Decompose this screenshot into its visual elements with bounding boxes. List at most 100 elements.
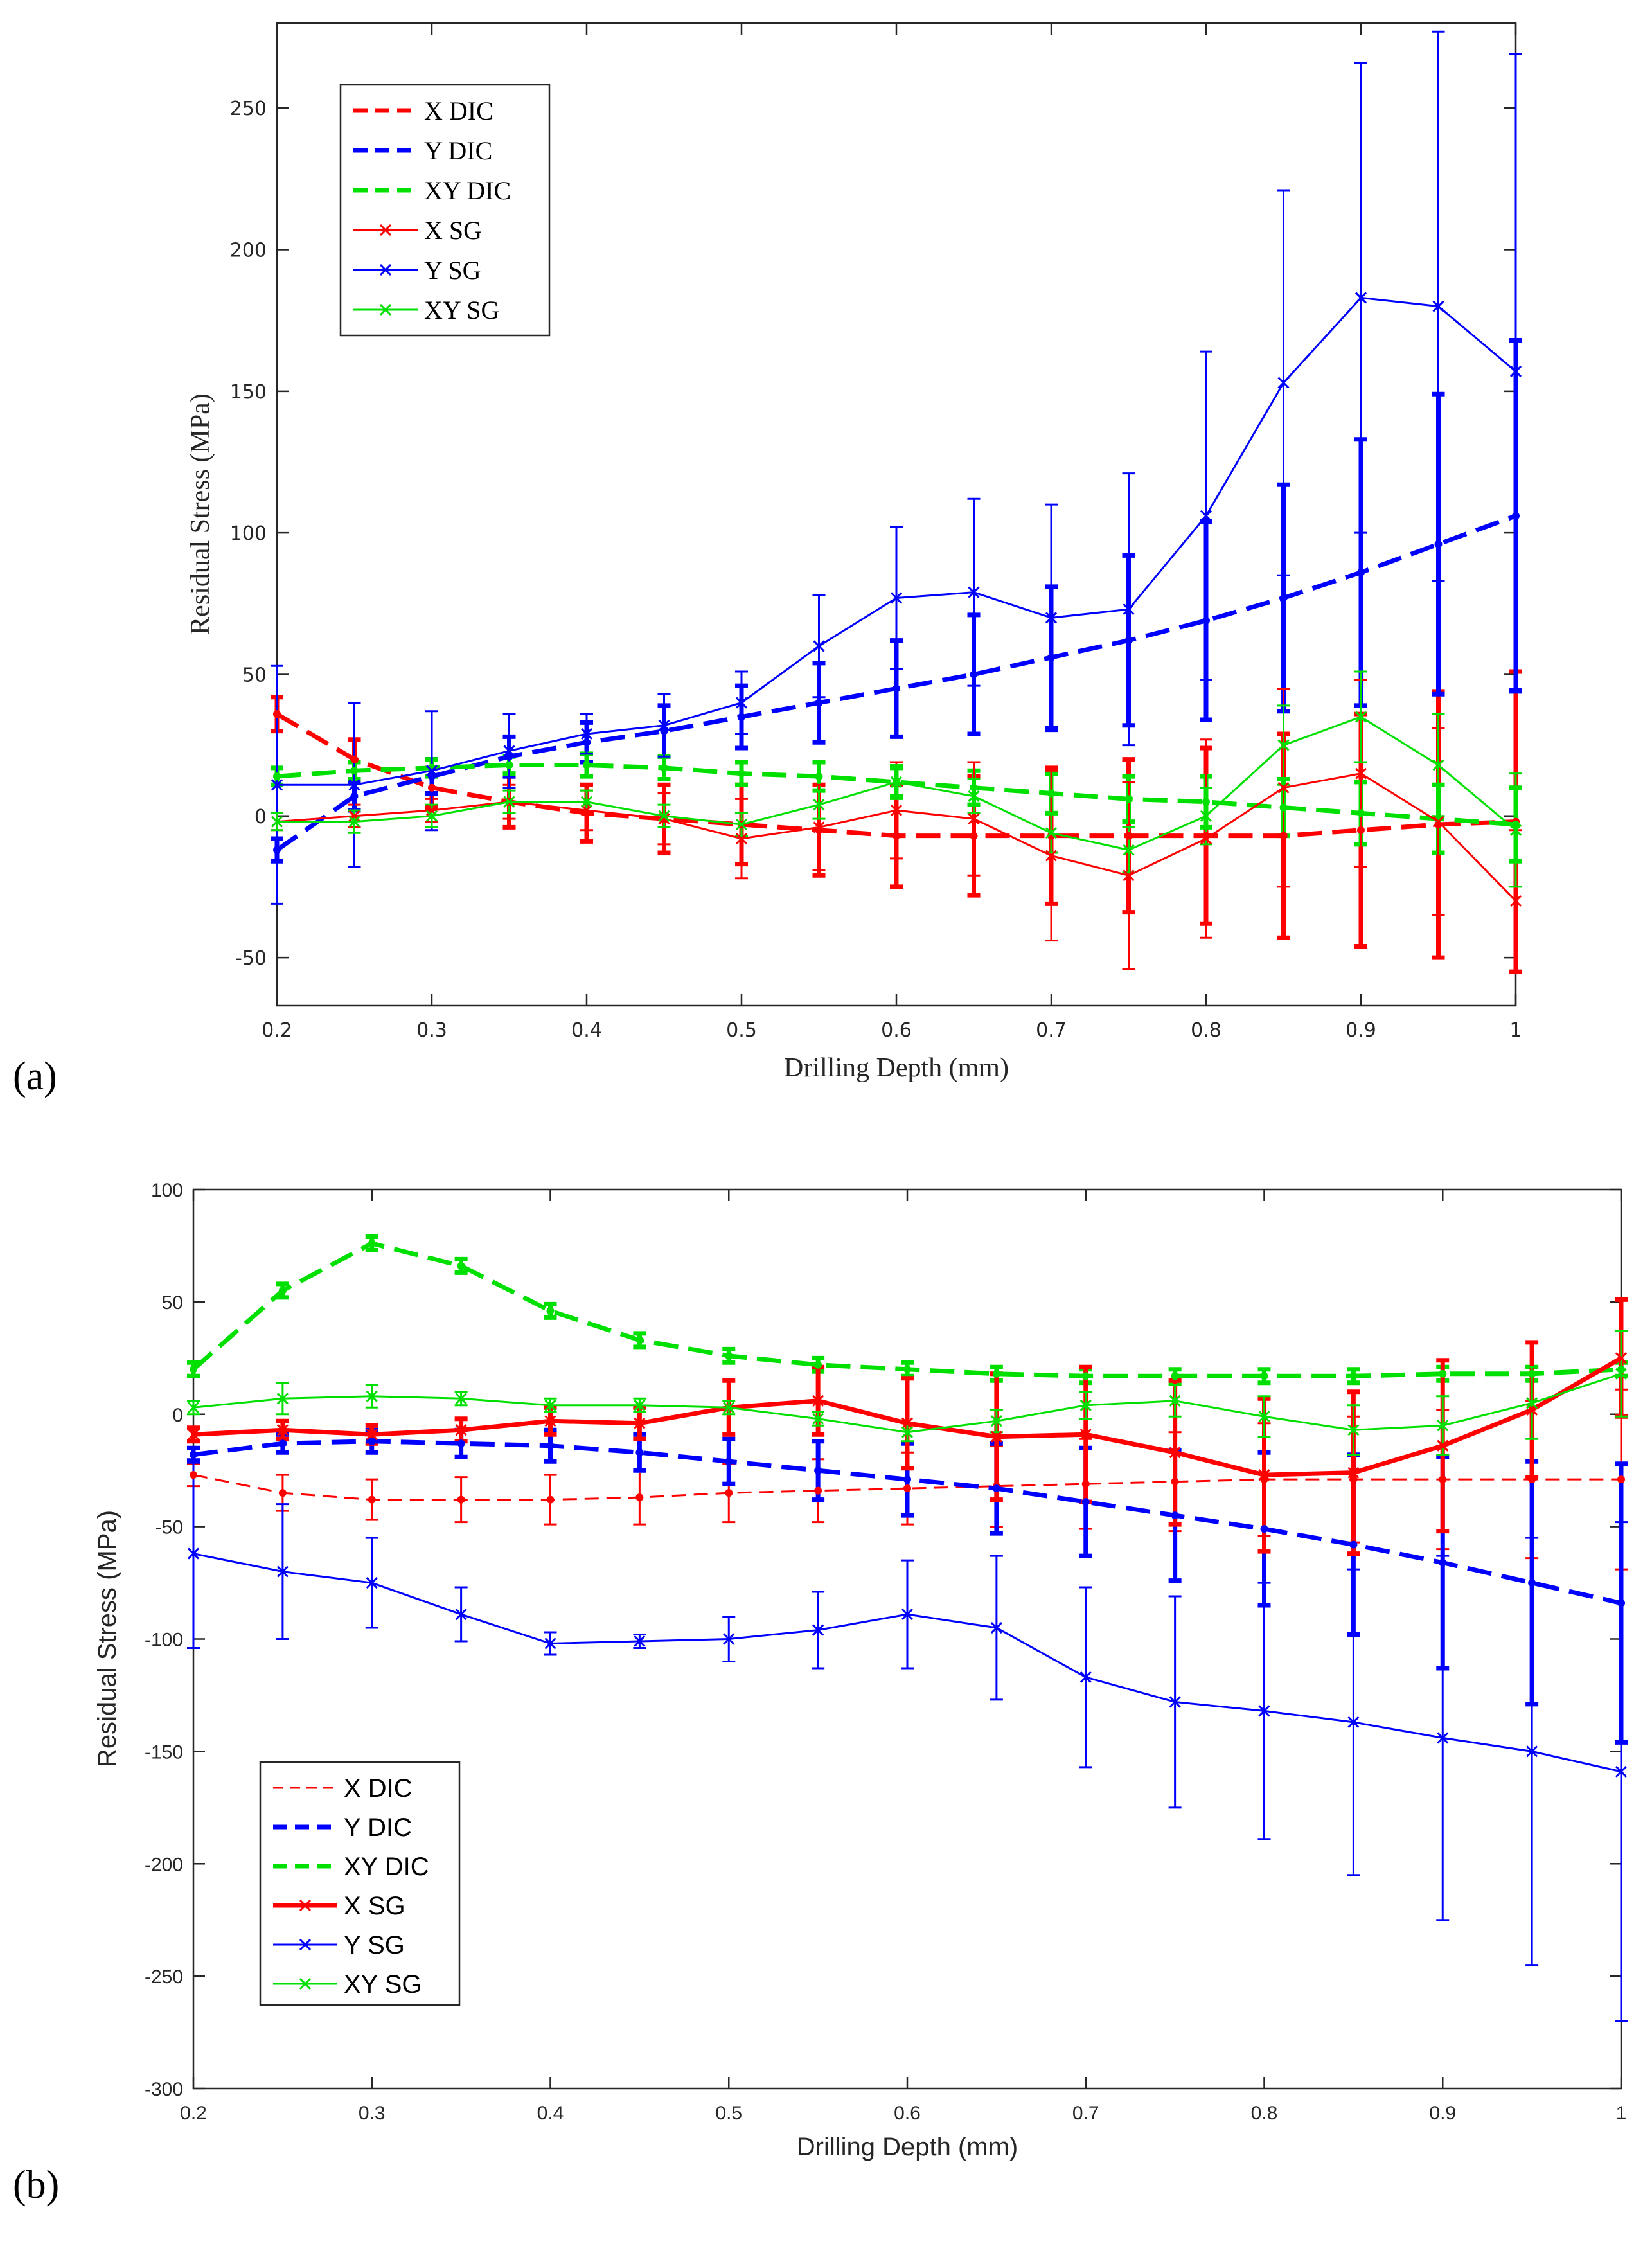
y-tick-label: 0: [172, 1405, 183, 1426]
data-point-x-marker: [276, 1565, 289, 1578]
y-tick-label: -150: [145, 1742, 183, 1763]
data-point-x-marker: [812, 1413, 824, 1425]
x-tick-label: 0.2: [262, 1019, 292, 1042]
markers-y-sg: [187, 1547, 1628, 1778]
data-point-dot: [1512, 820, 1520, 828]
legend-label: X SG: [424, 216, 482, 245]
y-tick-label: 100: [151, 1180, 183, 1201]
data-point-dot: [368, 1437, 376, 1445]
x-tick-label: 0.5: [715, 2103, 742, 2124]
data-point-dot: [1047, 789, 1055, 798]
panel-label-b: (b): [13, 2163, 59, 2207]
data-point-dot: [1512, 512, 1520, 520]
markers-y-sg: [271, 292, 1522, 791]
data-point-x-marker: [1437, 1420, 1449, 1432]
data-point-x-marker: [634, 1417, 646, 1429]
data-point-x-marker: [1045, 827, 1058, 839]
data-point-dot: [350, 792, 359, 800]
x-axis-label-a: Drilling Depth (mm): [784, 1053, 1009, 1083]
data-point-x-marker: [366, 1576, 378, 1589]
data-point-dot: [368, 1495, 376, 1504]
y-tick-label: 200: [230, 240, 267, 262]
data-point-x-marker: [348, 816, 360, 828]
data-point-x-marker: [544, 1415, 556, 1427]
data-point-dot: [1260, 1525, 1268, 1533]
data-point-x-marker: [503, 796, 515, 808]
data-point-x-marker: [890, 804, 903, 817]
data-point-dot: [428, 783, 436, 792]
data-point-dot: [814, 1360, 822, 1369]
x-axis-label-b: Drilling Depth (mm): [797, 2133, 1018, 2161]
data-point-x-marker: [276, 1393, 289, 1405]
y-tick-label: 50: [242, 664, 267, 686]
axis-ticks-b: 0.2 0.3 0.4 0.5 0.6 0.7 0.8 0.9 1 -300 -250 -200 -15…: [145, 1180, 1626, 2124]
data-point-x-marker: [1509, 365, 1522, 378]
legend-label: XY SG: [344, 1970, 422, 1999]
data-point-dot: [350, 755, 359, 763]
data-point-x-marker: [1615, 1368, 1628, 1380]
data-point-x-marker: [580, 804, 593, 817]
data-point-x-marker: [580, 727, 593, 740]
y-tick-label: 0: [254, 806, 267, 828]
data-point-dot: [1124, 832, 1133, 840]
data-point-dot: [1202, 616, 1210, 625]
data-point-x-marker: [813, 640, 825, 652]
markers-xy-dic: [273, 761, 1520, 828]
data-point-dot: [1357, 809, 1365, 817]
legend-label: XY DIC: [424, 176, 511, 205]
data-point-dot: [1279, 832, 1288, 840]
data-point-x-marker: [1354, 767, 1367, 780]
data-point-x-marker: [1615, 1352, 1628, 1364]
data-point-x-marker: [1437, 1439, 1449, 1452]
data-point-x-marker: [1277, 739, 1290, 751]
data-point-x-marker: [271, 779, 283, 791]
data-point-dot: [903, 1475, 911, 1484]
markers-xy-sg: [187, 1368, 1628, 1438]
legend-marker: [379, 303, 392, 316]
data-point-x-marker: [1079, 1671, 1092, 1684]
markers-xy-sg: [271, 711, 1522, 856]
x-tick-label: 0.8: [1191, 1019, 1221, 1042]
legend-marker: [299, 1977, 312, 1990]
data-point-x-marker: [812, 1395, 824, 1407]
markers-x-dic: [190, 1471, 1625, 1504]
y-tick-label: 100: [230, 522, 267, 545]
data-point-x-marker: [813, 821, 825, 833]
series-line-x-dic: [193, 1474, 1621, 1501]
legend-label: X DIC: [344, 1774, 413, 1803]
data-point-x-marker: [1258, 1411, 1270, 1423]
data-point-x-marker: [1123, 844, 1135, 856]
legend-label: X DIC: [424, 96, 493, 125]
data-point-x-marker: [1509, 895, 1522, 907]
data-point-x-marker: [1258, 1469, 1270, 1481]
data-point-dot: [1081, 1498, 1090, 1506]
series-layer-b: [187, 1234, 1628, 2022]
data-point-x-marker: [1615, 1765, 1628, 1778]
data-point-dot: [1171, 1372, 1179, 1380]
y-axis-label-b: Residual Stress (MPa): [93, 1510, 121, 1767]
data-point-x-marker: [990, 1415, 1002, 1427]
x-tick-label: 0.4: [537, 2103, 564, 2124]
data-point-dot: [1617, 1475, 1625, 1484]
data-point-dot: [992, 1369, 1000, 1378]
data-point-dot: [1081, 1372, 1090, 1380]
data-point-x-marker: [187, 1547, 200, 1560]
data-point-dot: [970, 783, 978, 792]
data-point-dot: [278, 1439, 287, 1448]
x-tick-label: 1: [1616, 2103, 1627, 2124]
x-tick-label: 1: [1509, 1019, 1522, 1042]
data-point-x-marker: [1045, 850, 1058, 862]
data-point-dot: [505, 753, 513, 761]
data-point-x-marker: [658, 719, 670, 731]
data-point-x-marker: [735, 697, 748, 709]
data-point-x-marker: [425, 810, 438, 822]
y-tick-label: 50: [162, 1292, 183, 1314]
y-tick-label: -50: [235, 947, 267, 970]
data-point-x-marker: [1258, 1705, 1270, 1717]
data-point-dot: [1357, 568, 1365, 576]
data-point-dot: [815, 699, 823, 707]
data-point-x-marker: [348, 779, 360, 791]
y-tick-label: 250: [230, 98, 267, 120]
data-point-x-marker: [366, 1429, 378, 1441]
data-point-x-marker: [1347, 1466, 1360, 1479]
